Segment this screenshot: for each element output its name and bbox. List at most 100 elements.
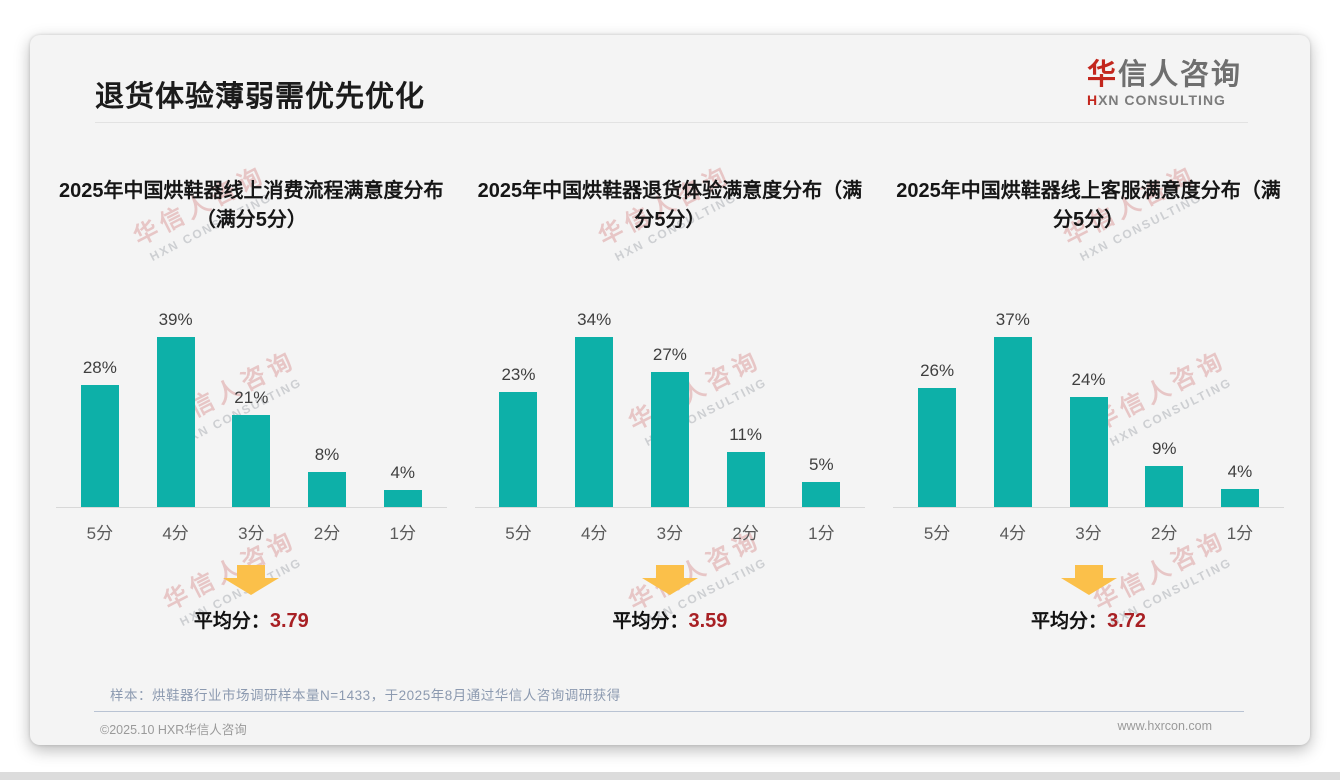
bar xyxy=(1145,466,1184,507)
logo-en-accent: H xyxy=(1086,92,1099,108)
bar-category-label: 1分 xyxy=(808,524,835,543)
bar-value-label: 27% xyxy=(652,345,687,364)
bar-value-label: 21% xyxy=(234,388,269,407)
bar-value-label: 11% xyxy=(729,425,762,444)
logo-cn-accent: 华 xyxy=(1086,59,1118,91)
bar-group: 39% xyxy=(143,310,209,507)
bar-group: 34% xyxy=(561,310,627,507)
average-value: 3.72 xyxy=(1107,610,1146,632)
sample-footnote: 样本：烘鞋器行业市场调研样本量N=1433，于2025年8月通过华信人咨询调研获… xyxy=(110,688,621,703)
bar-group: 8% xyxy=(294,445,360,507)
copyright-text: ©2025.10 HXR华信人咨询 xyxy=(100,723,247,737)
bar-value-label: 5% xyxy=(809,455,834,474)
bar-group: 11% xyxy=(713,425,779,507)
bar xyxy=(802,482,841,507)
average-score: 平均分：3.72 xyxy=(1031,606,1146,633)
bar xyxy=(156,337,195,507)
bar-category-label: 4分 xyxy=(162,524,189,543)
bar-group: 9% xyxy=(1131,439,1197,507)
header-divider xyxy=(95,122,1248,123)
bar-group: 27% xyxy=(637,345,703,507)
bar-category-label: 3分 xyxy=(656,524,684,543)
average-label: 平均分： xyxy=(1031,611,1108,632)
bar xyxy=(308,472,347,507)
down-arrow-icon xyxy=(1060,565,1117,595)
bar-category-label: 4分 xyxy=(999,524,1027,543)
bar-category-label: 5分 xyxy=(923,524,951,543)
chart-title: 2025年中国烘鞋器线上客服满意度分布（满分5分） xyxy=(896,180,1281,231)
average-score: 平均分：3.59 xyxy=(612,606,727,633)
bar-category-label: 5分 xyxy=(505,524,532,543)
bar-value-label: 28% xyxy=(82,358,117,377)
bar xyxy=(650,372,689,507)
bar-value-label: 4% xyxy=(1227,462,1253,481)
bar-category-label: 2分 xyxy=(313,524,341,543)
bar-value-label: 4% xyxy=(390,463,416,482)
bar-group: 26% xyxy=(904,361,970,507)
bar xyxy=(993,337,1032,507)
bar-group: 4% xyxy=(370,463,436,507)
bar-value-label: 24% xyxy=(1071,370,1106,389)
footer-divider xyxy=(94,711,1244,712)
average-label: 平均分： xyxy=(612,611,689,632)
bar-value-label: 34% xyxy=(577,310,612,329)
chart-online-purchase-flow: 2025年中国烘鞋器线上消费流程满意度分布（满分5分） 28% 39% 21% 8% 4… xyxy=(42,177,461,633)
slide-card: 华信人咨询 HXN CONSULTING 华信人咨询 HXN CONSULTING … xyxy=(30,35,1310,745)
bar-category-label: 1分 xyxy=(389,524,416,543)
logo-cn-rest: 信人咨询 xyxy=(1117,59,1242,91)
bar-group: 4% xyxy=(1207,462,1273,507)
bar-value-label: 37% xyxy=(995,310,1030,329)
bar-group: 21% xyxy=(218,388,284,507)
average-label: 平均分： xyxy=(193,611,270,632)
bar-category-label: 3分 xyxy=(1075,524,1102,543)
down-arrow-icon xyxy=(641,565,698,595)
page-title: 退货体验薄弱需优先优化 xyxy=(95,81,426,113)
bar-group: 28% xyxy=(67,358,133,507)
bar xyxy=(575,337,614,507)
bar-value-label: 39% xyxy=(158,310,193,329)
average-score: 平均分：3.79 xyxy=(194,606,309,633)
brand-logo-chinese: 华信人咨询 xyxy=(1087,59,1242,91)
bar-group: 37% xyxy=(980,310,1046,507)
bar xyxy=(1069,397,1108,507)
average-value: 3.79 xyxy=(269,610,309,632)
bar-group: 5% xyxy=(788,455,854,507)
bar-value-label: 26% xyxy=(920,361,955,380)
average-value: 3.59 xyxy=(688,610,728,632)
x-axis-labels: 5分 4分 3分 2分 1分 xyxy=(475,519,866,544)
brand-logo-english: HXN CONSULTING xyxy=(1087,92,1242,108)
bar-group: 23% xyxy=(485,365,551,507)
bar-plot: 26% 37% 24% 9% 4% xyxy=(893,291,1284,508)
chart-return-experience: 2025年中国烘鞋器退货体验满意度分布（满分5分） 23% 34% 27% 11% 5%… xyxy=(461,177,880,633)
bar xyxy=(726,452,765,507)
chart-title: 2025年中国烘鞋器线上消费流程满意度分布（满分5分） xyxy=(59,180,444,231)
bar xyxy=(383,490,422,507)
chart-title: 2025年中国烘鞋器退货体验满意度分布（满分5分） xyxy=(477,180,863,231)
down-arrow-icon xyxy=(223,565,280,595)
bar-value-label: 8% xyxy=(314,445,340,464)
website-url: www.hxrcon.com xyxy=(1117,719,1212,733)
bar-category-label: 3分 xyxy=(238,524,265,543)
bar xyxy=(1220,489,1259,507)
chart-online-customer-service: 2025年中国烘鞋器线上客服满意度分布（满分5分） 26% 37% 24% 9% 4% … xyxy=(879,177,1298,633)
bar-category-label: 5分 xyxy=(86,524,114,543)
bar-plot: 23% 34% 27% 11% 5% xyxy=(474,291,866,508)
bar-group: 24% xyxy=(1056,370,1122,507)
bar xyxy=(499,392,538,507)
bar xyxy=(80,385,119,507)
charts-row: 2025年中国烘鞋器线上消费流程满意度分布（满分5分） 28% 39% 21% 8% 4… xyxy=(42,177,1298,633)
logo-en-rest: XN CONSULTING xyxy=(1098,92,1226,108)
bar xyxy=(232,415,271,507)
bar-category-label: 4分 xyxy=(580,524,608,543)
bar-category-label: 1分 xyxy=(1226,524,1254,543)
bar-category-label: 2分 xyxy=(732,524,759,543)
bar-plot: 28% 39% 21% 8% 4% xyxy=(56,291,447,508)
bar-category-label: 2分 xyxy=(1151,524,1178,543)
x-axis-labels: 5分 4分 3分 2分 1分 xyxy=(893,519,1284,544)
bar-value-label: 23% xyxy=(501,365,536,384)
brand-logo: 华信人咨询 HXN CONSULTING xyxy=(1087,59,1242,108)
bar-value-label: 9% xyxy=(1151,439,1177,458)
bar xyxy=(918,388,957,507)
x-axis-labels: 5分 4分 3分 2分 1分 xyxy=(56,519,447,544)
